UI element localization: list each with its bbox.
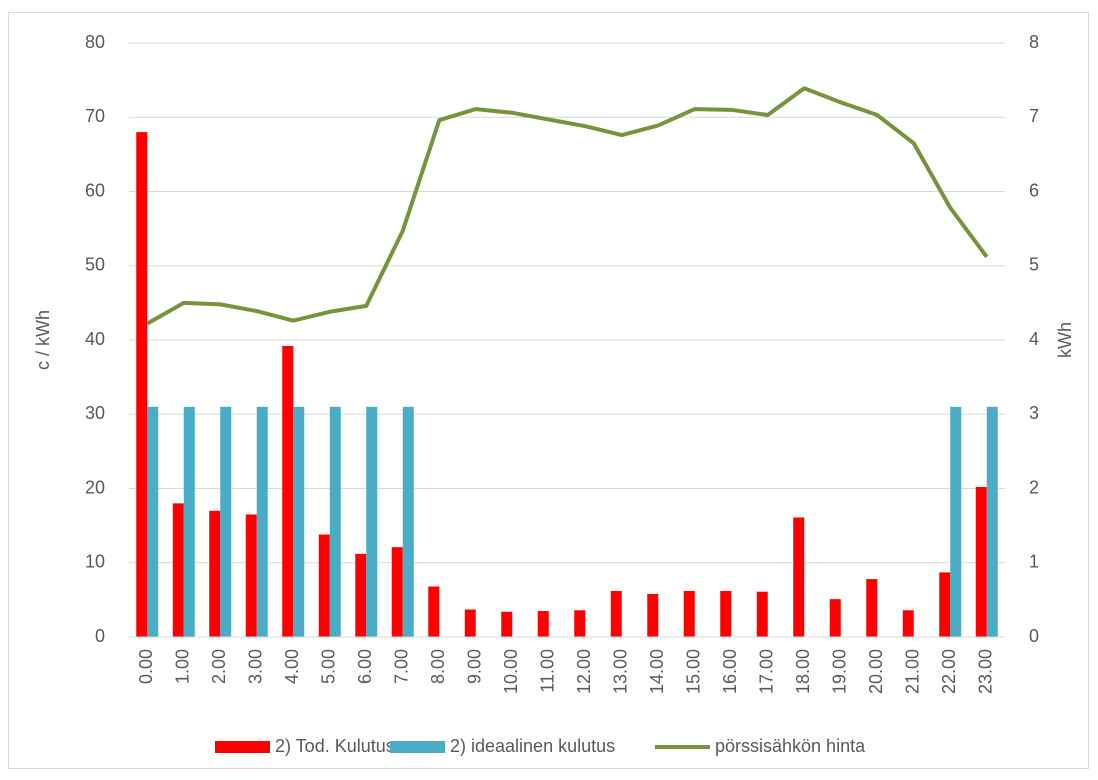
bar: [220, 406, 232, 637]
legend-swatch: [215, 741, 270, 753]
x-tick-label: 6.00: [355, 649, 375, 684]
x-tick-label: 5.00: [319, 649, 339, 684]
y2-tick-label: 3: [1029, 403, 1039, 423]
legend-label: pörssisähkön hinta: [715, 736, 866, 756]
bar: [209, 510, 221, 637]
bar: [975, 487, 987, 637]
y2-tick-label: 8: [1029, 32, 1039, 52]
bar: [756, 591, 768, 637]
bar: [986, 406, 998, 637]
y-tick-label: 70: [85, 106, 105, 126]
bar: [172, 503, 184, 637]
bar: [501, 611, 513, 637]
x-tick-label: 17.00: [757, 649, 777, 694]
y2-tick-label: 4: [1029, 329, 1039, 349]
y2-tick-label: 0: [1029, 626, 1039, 646]
x-tick-label: 16.00: [720, 649, 740, 694]
y-tick-label: 60: [85, 180, 105, 200]
bar: [574, 610, 586, 637]
x-tick-label: 2.00: [209, 649, 229, 684]
bar: [366, 406, 378, 637]
y2-tick-label: 6: [1029, 180, 1039, 200]
legend-swatch: [390, 741, 445, 753]
y2-tick-label: 1: [1029, 552, 1039, 572]
bar: [293, 406, 305, 637]
x-tick-label: 23.00: [976, 649, 996, 694]
x-tick-label: 19.00: [830, 649, 850, 694]
y-tick-label: 40: [85, 329, 105, 349]
bar: [402, 406, 414, 637]
x-tick-label: 20.00: [866, 649, 886, 694]
x-tick-label: 12.00: [574, 649, 594, 694]
y2-tick-label: 5: [1029, 255, 1039, 275]
legend-label: 2) Tod. Kulutus: [275, 736, 395, 756]
x-tick-label: 8.00: [428, 649, 448, 684]
bar: [282, 345, 294, 637]
x-tick-label: 15.00: [684, 649, 704, 694]
y2-tick-label: 2: [1029, 477, 1039, 497]
bar: [183, 406, 195, 637]
bar: [829, 599, 841, 637]
y2-axis-label: kWh: [1055, 322, 1075, 358]
bar: [329, 406, 341, 637]
x-tick-label: 1.00: [173, 649, 193, 684]
legend-label: 2) ideaalinen kulutus: [450, 736, 615, 756]
y-tick-label: 0: [95, 626, 105, 646]
bar: [610, 590, 622, 637]
bar: [939, 572, 951, 637]
bar: [147, 406, 159, 637]
y-tick-label: 80: [85, 32, 105, 52]
bar: [902, 610, 914, 637]
x-tick-label: 7.00: [392, 649, 412, 684]
bar: [355, 553, 367, 637]
y-tick-label: 50: [85, 255, 105, 275]
bar: [720, 590, 732, 637]
x-tick-label: 11.00: [538, 649, 558, 693]
bar: [866, 579, 878, 637]
y-tick-label: 10: [85, 552, 105, 572]
bar: [683, 590, 695, 637]
bar: [647, 593, 659, 637]
bar: [793, 517, 805, 637]
x-tick-label: 18.00: [793, 649, 813, 694]
bar: [256, 406, 268, 637]
x-tick-label: 14.00: [647, 649, 667, 694]
bar: [245, 514, 257, 637]
y-tick-label: 30: [85, 403, 105, 423]
y-axis-label: c / kWh: [33, 310, 53, 370]
x-tick-label: 13.00: [611, 649, 631, 694]
y2-tick-label: 7: [1029, 106, 1039, 126]
x-tick-label: 10.00: [501, 649, 521, 694]
bar: [950, 406, 962, 637]
x-tick-label: 21.00: [903, 649, 923, 694]
x-tick-label: 9.00: [465, 649, 485, 684]
x-tick-label: 22.00: [939, 649, 959, 694]
x-tick-label: 0.00: [136, 649, 156, 684]
bar: [391, 547, 403, 637]
bar: [537, 611, 549, 637]
bar: [428, 586, 440, 637]
x-tick-label: 3.00: [246, 649, 266, 684]
bar: [464, 609, 476, 637]
bar: [136, 132, 148, 637]
bar: [318, 534, 330, 637]
line: [146, 86, 989, 326]
y-tick-label: 20: [85, 477, 105, 497]
x-tick-label: 4.00: [282, 649, 302, 684]
